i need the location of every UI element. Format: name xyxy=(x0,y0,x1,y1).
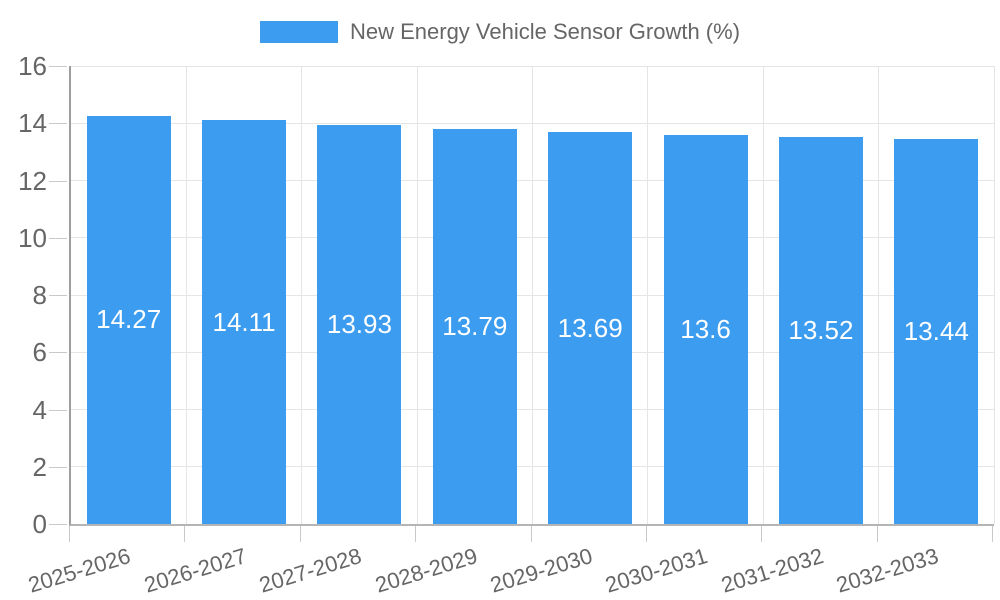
gridline-v xyxy=(416,66,418,524)
x-axis-label: 2032-2033 xyxy=(833,543,942,598)
y-axis-tick xyxy=(49,237,67,239)
bar-value-label: 13.52 xyxy=(788,315,854,345)
bar-value-label: 14.11 xyxy=(212,306,276,337)
y-axis-tick xyxy=(49,352,67,354)
x-axis-tick xyxy=(761,526,763,542)
y-axis-tick xyxy=(49,524,67,525)
y-axis-tick xyxy=(49,295,67,296)
x-axis-tick xyxy=(184,526,186,542)
bar[interactable]: 14.27 xyxy=(86,115,171,524)
y-axis-tick xyxy=(49,409,67,411)
y-axis-tick xyxy=(49,66,67,67)
y-axis-label: 14 xyxy=(18,108,47,139)
x-axis-label: 2031-2032 xyxy=(718,543,826,598)
bar-value-label: 13.93 xyxy=(326,309,392,340)
gridline-v xyxy=(993,66,995,524)
gridline-v xyxy=(647,66,649,524)
gridline-v xyxy=(762,66,764,524)
y-axis-label: 2 xyxy=(32,451,47,482)
x-axis-label: 2028-2029 xyxy=(371,543,480,598)
x-axis-tick xyxy=(992,526,993,542)
y-axis-label: 0 xyxy=(32,509,47,539)
bar[interactable]: 13.44 xyxy=(894,139,979,524)
y-axis-label: 12 xyxy=(18,165,47,196)
bar-value-label: 14.27 xyxy=(96,304,162,335)
x-axis-tick xyxy=(876,526,878,542)
bar[interactable]: 13.52 xyxy=(778,137,863,524)
gridline-v xyxy=(185,66,187,524)
bar-value-label: 13.44 xyxy=(903,316,969,347)
legend-swatch xyxy=(259,21,338,43)
bar[interactable]: 14.11 xyxy=(202,120,287,524)
bar-value-label: 13.6 xyxy=(680,313,731,344)
x-axis-tick xyxy=(530,526,532,542)
gridline-v xyxy=(532,66,533,524)
bar[interactable]: 13.79 xyxy=(432,129,517,524)
x-axis-label: 2027-2028 xyxy=(256,543,365,598)
y-axis-tick xyxy=(49,180,67,182)
x-axis-label: 2025-2026 xyxy=(25,543,134,598)
bar-value-label: 13.79 xyxy=(442,311,508,342)
gridline-v xyxy=(878,66,880,524)
x-axis-tick xyxy=(299,526,301,542)
legend[interactable]: New Energy Vehicle Sensor Growth (%) xyxy=(0,20,1000,44)
bar-value-label: 13.69 xyxy=(557,312,623,343)
x-axis-label: 2026-2027 xyxy=(141,543,250,598)
y-axis-tick xyxy=(49,466,67,468)
bar[interactable]: 13.93 xyxy=(317,125,402,524)
y-axis-label: 8 xyxy=(32,280,47,310)
bar[interactable]: 13.6 xyxy=(663,134,748,524)
x-axis-tick xyxy=(69,526,70,542)
x-axis-label: 2029-2030 xyxy=(487,543,596,598)
x-axis-label: 2030-2031 xyxy=(602,543,711,598)
y-axis-label: 6 xyxy=(32,337,47,368)
y-axis-label: 4 xyxy=(32,394,47,425)
plot-area: 14.27 14.11 13.93 13.79 13.69 13.6 13.52 13.44 xyxy=(69,65,995,526)
y-axis-tick xyxy=(49,123,67,125)
bar[interactable]: 13.69 xyxy=(548,132,633,524)
y-axis-label: 10 xyxy=(18,222,47,253)
x-axis-tick xyxy=(415,526,417,542)
legend-label: New Energy Vehicle Sensor Growth (%) xyxy=(349,19,741,44)
x-axis-tick xyxy=(645,526,647,542)
gridline-v xyxy=(301,66,303,524)
y-axis-label: 16 xyxy=(18,51,47,81)
